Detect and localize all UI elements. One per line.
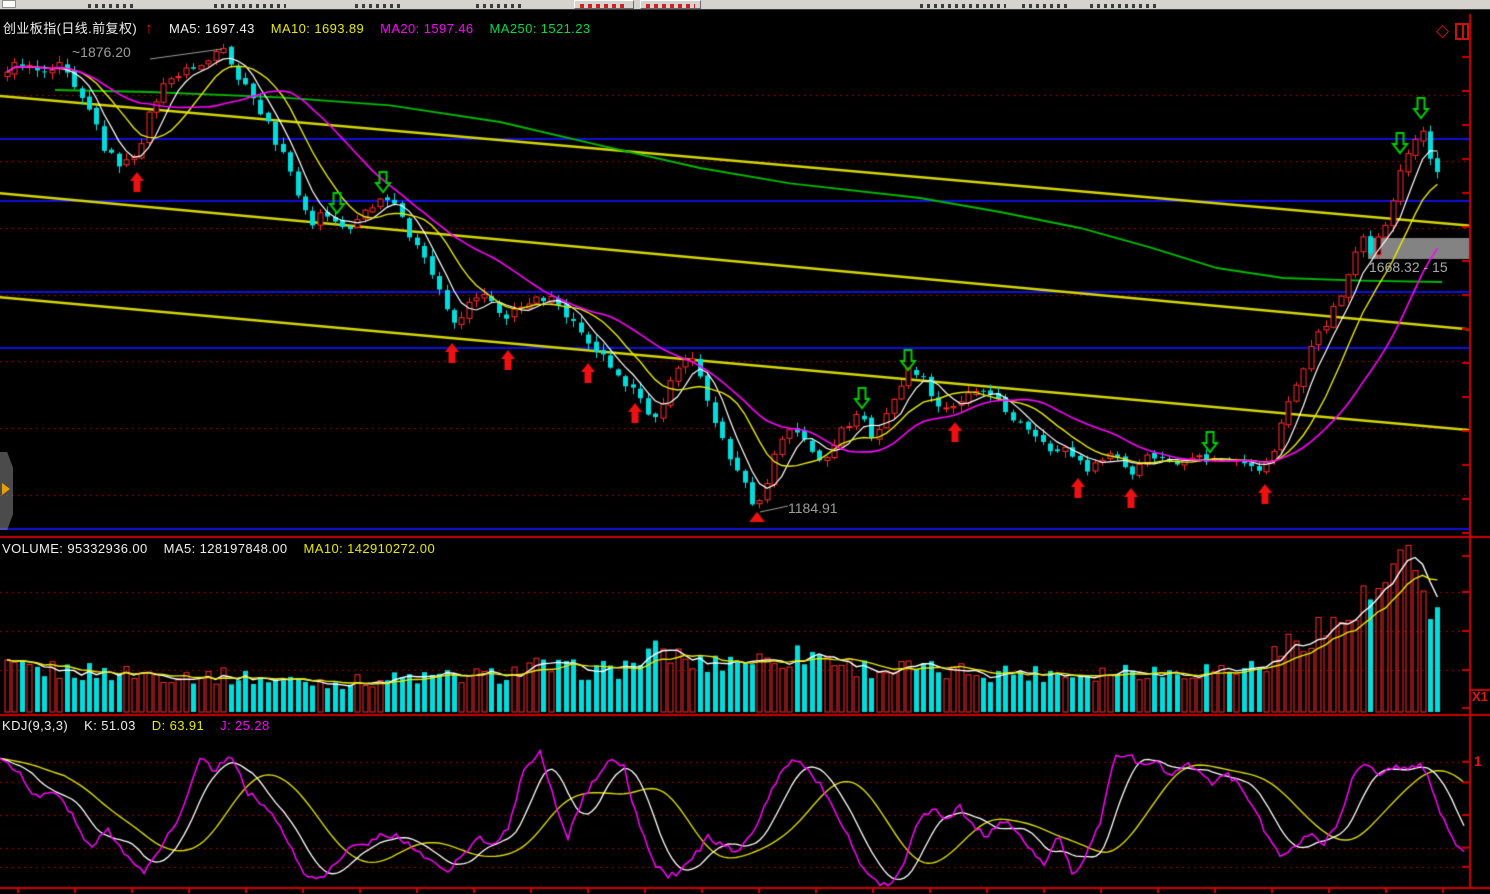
ma10-value: MA10: 1693.89 [270,21,365,36]
kdj-header: KDJ(9,3,3) K: 51.03 D: 63.91 J: 25.28 [2,718,286,733]
volume-header: VOLUME: 95332936.00 MA5: 128197848.00 MA10… [2,541,451,556]
expand-arrow-icon [2,483,10,495]
up-arrow-icon: ↑ [145,20,153,37]
diamond-icon[interactable]: ◇ [1436,21,1450,40]
menu-item-stub[interactable] [214,4,286,8]
sidebar-expand-handle[interactable] [0,452,13,530]
menu-item-stub[interactable] [1022,4,1068,8]
kdj-j-value: J: 25.28 [220,718,270,733]
chart-title: 创业板指(日线.前复权) [3,21,138,36]
trough-price-label: 1184.91 [788,500,838,516]
volume-scale-label: X1 [1472,689,1488,704]
menu-item-stub[interactable] [476,4,524,8]
ma5-value: MA5: 1697.43 [168,21,255,36]
kdj-k-value: K: 51.03 [84,718,136,733]
kdj-d-value: D: 63.91 [151,718,205,733]
ma20-value: MA20: 1597.46 [380,21,474,36]
volume-ma10-value: MA10: 142910272.00 [303,541,436,556]
menu-item-stub[interactable] [1090,4,1160,8]
menu-item-stub[interactable] [88,4,135,8]
volume-ma5-value: MA5: 128197848.00 [163,541,288,556]
menu-item-stub[interactable] [355,4,400,8]
menu-item-stub[interactable] [920,4,1006,8]
kdj-axis-partial-label: 1 [1474,753,1482,769]
menu-button-red[interactable] [574,0,634,9]
kdj-title: KDJ(9,3,3) [2,718,69,733]
app-icon[interactable] [2,0,16,8]
price-range-tooltip: 1668.32 - 15 [1369,259,1448,275]
menu-button-red[interactable] [640,0,701,9]
window-layout-icon[interactable] [1455,23,1469,40]
menu-bar [0,0,1490,10]
ma250-value: MA250: 1521.23 [489,21,591,36]
main-chart-header: 创业板指(日线.前复权) ↑ MA5: 1697.43 MA10: 1693.89 MA… [3,18,607,37]
volume-value: VOLUME: 95332936.00 [2,541,148,556]
peak-price-label: ~1876.20 [72,44,131,60]
